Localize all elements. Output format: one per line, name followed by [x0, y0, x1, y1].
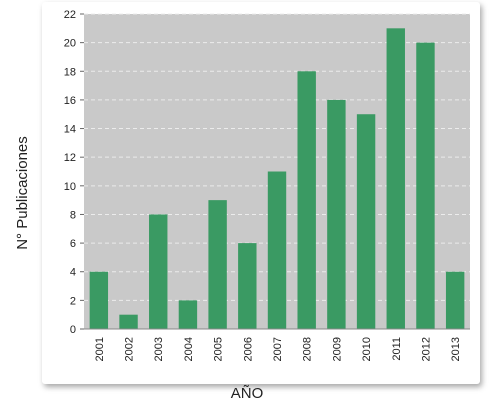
x-tick-label: 2012: [420, 337, 432, 361]
x-tick-label: 2008: [302, 337, 314, 361]
bar-2001: [89, 271, 109, 329]
y-tick-label: 8: [70, 209, 76, 221]
bar-2013: [445, 271, 465, 329]
x-tick-label: 2010: [361, 337, 373, 361]
y-tick-label: 12: [64, 152, 76, 164]
bar-2004: [178, 300, 198, 329]
bar-2010: [356, 114, 376, 330]
y-tick-label: 10: [64, 181, 76, 193]
x-tick-label: 2003: [153, 337, 165, 361]
bar-2011: [386, 28, 405, 330]
x-axis-ticks: 2001 2002 2003 2004 2005 2006 2007 2008 2009 2010…: [84, 328, 470, 361]
bar-2007: [267, 171, 287, 329]
x-tick-label: 2007: [272, 337, 284, 361]
y-tick-label: 14: [64, 124, 76, 136]
bar-2006: [238, 243, 257, 329]
y-axis-label: N° Publicaciones: [14, 136, 31, 250]
bar-2008: [297, 71, 316, 329]
x-tick-label: 2005: [213, 337, 225, 361]
y-axis-ticks: 0 2 4 6 8 10 12 14 16 18 20 22: [64, 9, 84, 336]
x-tick-label: 2013: [450, 337, 462, 361]
x-tick-label: 2006: [242, 337, 254, 361]
x-tick-label: 2009: [331, 337, 343, 361]
x-tick-label: 2001: [94, 337, 106, 361]
x-axis-label: AÑO: [230, 385, 264, 402]
bar-2003: [149, 214, 168, 329]
y-tick-label: 22: [64, 9, 76, 21]
y-tick-label: 4: [70, 267, 76, 279]
y-tick-label: 20: [64, 38, 76, 50]
y-tick-label: 6: [70, 238, 76, 250]
bar-2009: [327, 99, 346, 329]
bars: [89, 28, 465, 330]
bar-2002: [119, 314, 138, 329]
x-tick-label: 2004: [183, 337, 195, 361]
x-tick-label: 2002: [124, 337, 136, 361]
x-tick-label: 2011: [391, 337, 403, 361]
bar-2012: [416, 42, 435, 330]
y-tick-label: 16: [64, 95, 76, 107]
y-tick-label: 2: [70, 295, 76, 307]
y-tick-label: 0: [70, 324, 76, 336]
y-tick-label: 18: [64, 66, 76, 78]
bar-2005: [208, 200, 227, 329]
